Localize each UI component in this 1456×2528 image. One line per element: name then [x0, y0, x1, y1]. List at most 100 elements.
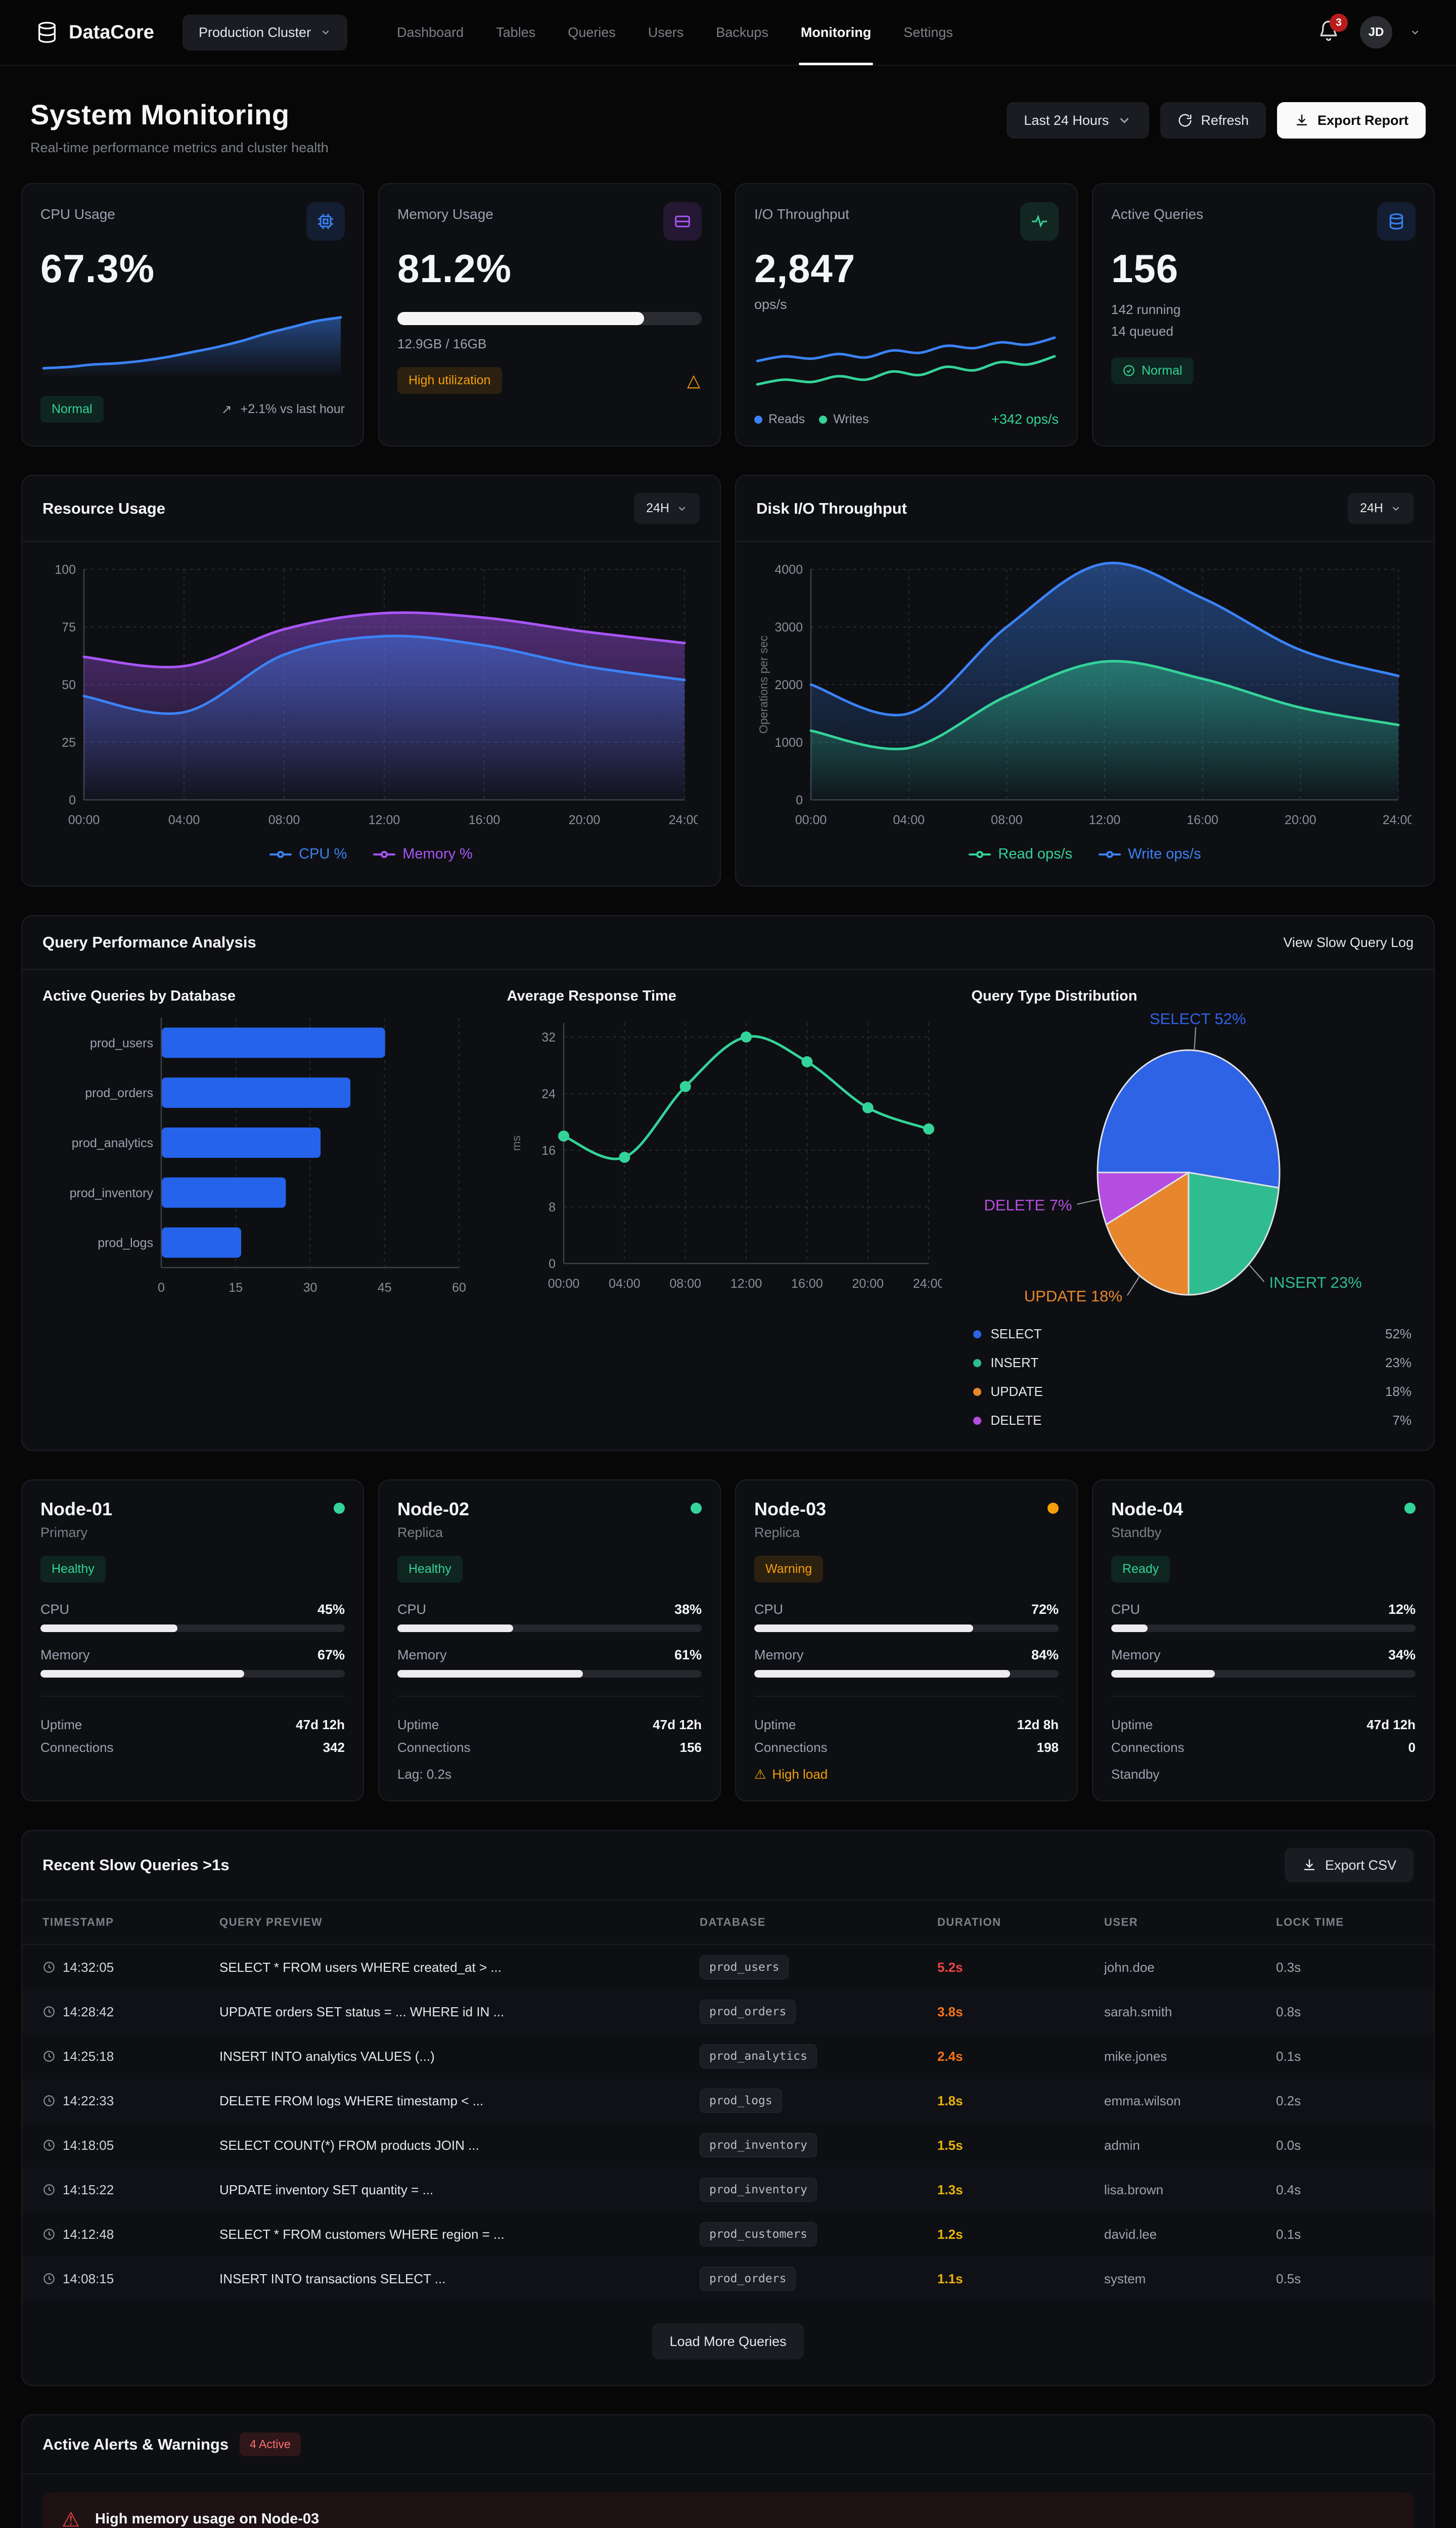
svg-text:Operations per sec: Operations per sec — [757, 636, 770, 734]
node-note: Lag: 0.2s — [397, 1767, 451, 1782]
memory-bar — [397, 1670, 702, 1678]
table-row: 14:22:33 DELETE FROM logs WHERE timestamp… — [22, 2079, 1434, 2123]
node-role: Standby — [1111, 1525, 1162, 1540]
clock-icon — [43, 2051, 55, 2062]
connections-label: Connections — [397, 1740, 471, 1755]
nav-item-users[interactable]: Users — [648, 24, 684, 40]
cpu-label: CPU — [1111, 1602, 1141, 1617]
svg-text:8: 8 — [549, 1200, 556, 1214]
svg-text:04:00: 04:00 — [609, 1277, 641, 1291]
nav-item-dashboard[interactable]: Dashboard — [397, 24, 464, 40]
connections-value: 342 — [323, 1740, 345, 1755]
lock-time-cell: 0.4s — [1276, 2182, 1301, 2197]
cpu-value: 45% — [317, 1602, 345, 1617]
svg-text:20:00: 20:00 — [852, 1277, 884, 1291]
clock-icon — [43, 2006, 55, 2017]
download-icon — [1304, 1859, 1314, 1870]
pie-legend-item: INSERT 23% — [971, 1348, 1414, 1377]
database-cell: prod_users — [700, 1955, 937, 1979]
top-nav: DataCore Production Cluster Dashboard Tab… — [0, 0, 1456, 66]
check-circle-icon — [1123, 365, 1134, 377]
response-time-chart: 0 8 16 24 32 00:00 04:00 08:00 12:00 16:00 20:00 24… — [510, 1023, 944, 1291]
nav-item-queries[interactable]: Queries — [568, 24, 616, 40]
node-status-dot — [691, 1503, 702, 1514]
svg-text:04:00: 04:00 — [168, 813, 200, 827]
table-row: 14:15:22 UPDATE inventory SET quantity = … — [22, 2168, 1434, 2212]
query-counts: 142 running 14 queued — [1111, 299, 1416, 342]
uptime-label: Uptime — [397, 1717, 439, 1732]
memory-label: Memory — [754, 1647, 804, 1662]
lock-time-cell: 0.3s — [1276, 1959, 1301, 1975]
load-more-button[interactable]: Load More Queries — [652, 2323, 804, 2360]
user-cell: lisa.brown — [1104, 2182, 1164, 2197]
memory-label: Memory — [397, 1647, 447, 1662]
stat-value: 81.2% — [397, 246, 512, 291]
alerts-list: ⚠High memory usage on Node-035 mins ago!… — [22, 2474, 1434, 2528]
nav-item-monitoring[interactable]: Monitoring — [787, 0, 885, 65]
node-status-badge: Healthy — [397, 1556, 463, 1583]
node-name: Node-01 — [40, 1499, 113, 1519]
panel-title: Query Performance Analysis — [42, 933, 256, 951]
clock-icon — [43, 2140, 55, 2151]
alerts-panel: Active Alerts & Warnings 4 Active ⚠ High … — [21, 2414, 1435, 2528]
nav-item-tables[interactable]: Tables — [496, 24, 536, 40]
clock-icon — [43, 2095, 55, 2106]
uptime-label: Uptime — [40, 1717, 82, 1732]
query-preview-cell: INSERT INTO transactions SELECT ... — [219, 2271, 446, 2286]
refresh-button[interactable]: Refresh — [1160, 102, 1266, 139]
memory-progress-bar — [397, 312, 702, 325]
stat-unit: ops/s — [754, 297, 787, 312]
nav-item-backups[interactable]: Backups — [716, 24, 768, 40]
disk-range-dropdown[interactable]: 24H — [1348, 493, 1414, 524]
memory-label: Memory — [40, 1647, 90, 1662]
time-range-dropdown[interactable]: Last 24 Hours — [1007, 102, 1150, 139]
notifications-button[interactable]: 3 — [1317, 14, 1348, 45]
duration-cell: 1.8s — [937, 2093, 963, 2108]
export-report-button[interactable]: Export Report — [1277, 102, 1426, 139]
node-status-badge: Healthy — [40, 1556, 106, 1583]
io-legend: Reads Writes — [754, 412, 869, 427]
chart-title: Active Queries by Database — [42, 988, 236, 1004]
export-csv-button[interactable]: Export CSV — [1284, 1848, 1414, 1882]
svg-text:08:00: 08:00 — [669, 1277, 701, 1291]
alert-message: High memory usage on Node-03 — [95, 2511, 320, 2527]
database-icon — [38, 22, 56, 43]
svg-text:prod_users: prod_users — [90, 1036, 153, 1050]
database-cell: prod_analytics — [700, 2044, 937, 2068]
svg-text:12:00: 12:00 — [730, 1277, 762, 1291]
nav-item-settings[interactable]: Settings — [903, 24, 953, 40]
cpu-sparkline-chart — [42, 316, 342, 376]
node-status-badge: Ready — [1111, 1556, 1170, 1583]
view-slow-query-log-link[interactable]: View Slow Query Log — [1283, 934, 1414, 950]
download-icon — [1296, 114, 1307, 125]
query-performance-panel: Query Performance Analysis View Slow Que… — [21, 915, 1435, 1451]
resource-range-dropdown[interactable]: 24H — [634, 493, 700, 524]
svg-text:0: 0 — [549, 1257, 556, 1271]
timestamp-cell: 14:18:05 — [42, 2138, 219, 2153]
uptime-value: 47d 12h — [653, 1717, 702, 1732]
memory-value: 34% — [1388, 1647, 1416, 1662]
panel-title: Active Alerts & Warnings — [42, 2435, 229, 2453]
svg-text:24:00: 24:00 — [1383, 813, 1412, 827]
svg-text:INSERT 23%: INSERT 23% — [1269, 1274, 1362, 1291]
user-menu-chevron-icon[interactable] — [1409, 27, 1421, 38]
io-delta: +342 ops/s — [991, 412, 1059, 427]
memory-bar — [754, 1670, 1059, 1678]
svg-text:UPDATE 18%: UPDATE 18% — [1024, 1287, 1122, 1305]
node-status-badge: Warning — [754, 1556, 824, 1583]
memory-detail: 12.9GB / 16GB — [397, 336, 487, 351]
memory-icon — [663, 202, 702, 241]
memory-bar — [1111, 1670, 1416, 1678]
cpu-chip-icon — [306, 202, 345, 241]
stat-card-cpu: CPU Usage 67.3% Normal ↗ +2.1% vs last h… — [21, 183, 364, 446]
user-cell: admin — [1104, 2137, 1140, 2153]
cpu-value: 38% — [674, 1602, 702, 1617]
chevron-down-icon — [322, 30, 329, 35]
cluster-selector[interactable]: Production Cluster — [182, 14, 348, 51]
svg-text:00:00: 00:00 — [548, 1277, 579, 1291]
legend-label: SELECT — [990, 1326, 1042, 1341]
query-type-section: Query Type Distribution SELECT 52% INSERT… — [971, 988, 1414, 1435]
avatar[interactable]: JD — [1360, 16, 1392, 49]
trend-text: ↗ +2.1% vs last hour — [221, 402, 345, 417]
duration-cell: 1.1s — [937, 2271, 963, 2286]
